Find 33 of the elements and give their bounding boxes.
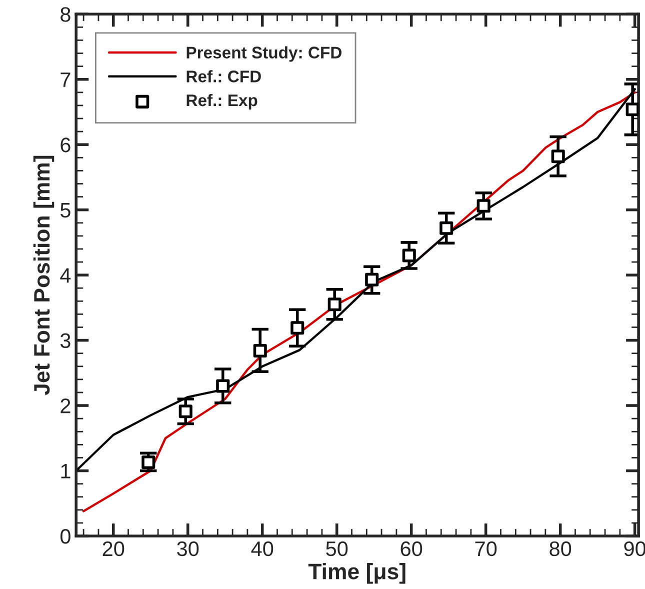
y-tick-label: 3 [60,333,70,348]
point [253,344,267,358]
point [178,404,192,418]
x-tick-label: 50 [326,541,348,556]
y-tick-label: 1 [61,464,70,478]
point [402,248,416,262]
x-tick-label: 80 [550,541,572,556]
legend-label: Ref.: Exp [186,94,258,110]
point [476,199,490,213]
x-tick-label: 40 [251,541,274,556]
y-tick-label: 5 [60,203,70,218]
x-tick-label: 70 [475,541,497,556]
point [551,150,565,164]
y-tick-label: 6 [60,138,70,152]
y-tick-label: 2 [60,398,70,414]
x-tick-label: 20 [102,541,124,556]
y-tick-label: 8 [60,7,70,22]
legend-label: Ref.: CFD [186,70,261,82]
x-tick-label: 30 [177,541,199,556]
point [626,102,639,116]
y-axis-title: Jet Font Position [mm] [33,156,54,396]
point [216,379,230,393]
point [290,321,304,335]
y-tick-label: 7 [60,72,70,87]
x-tick-label: 60 [400,541,422,556]
y-tick-label: 4 [60,268,71,283]
legend-label: Present Study: CFD [186,46,342,62]
point [365,272,379,286]
point [328,298,342,312]
y-tick-label: 0 [60,528,70,544]
point [142,456,156,470]
x-axis-title: Time [μs] [308,563,406,584]
point [440,221,454,235]
